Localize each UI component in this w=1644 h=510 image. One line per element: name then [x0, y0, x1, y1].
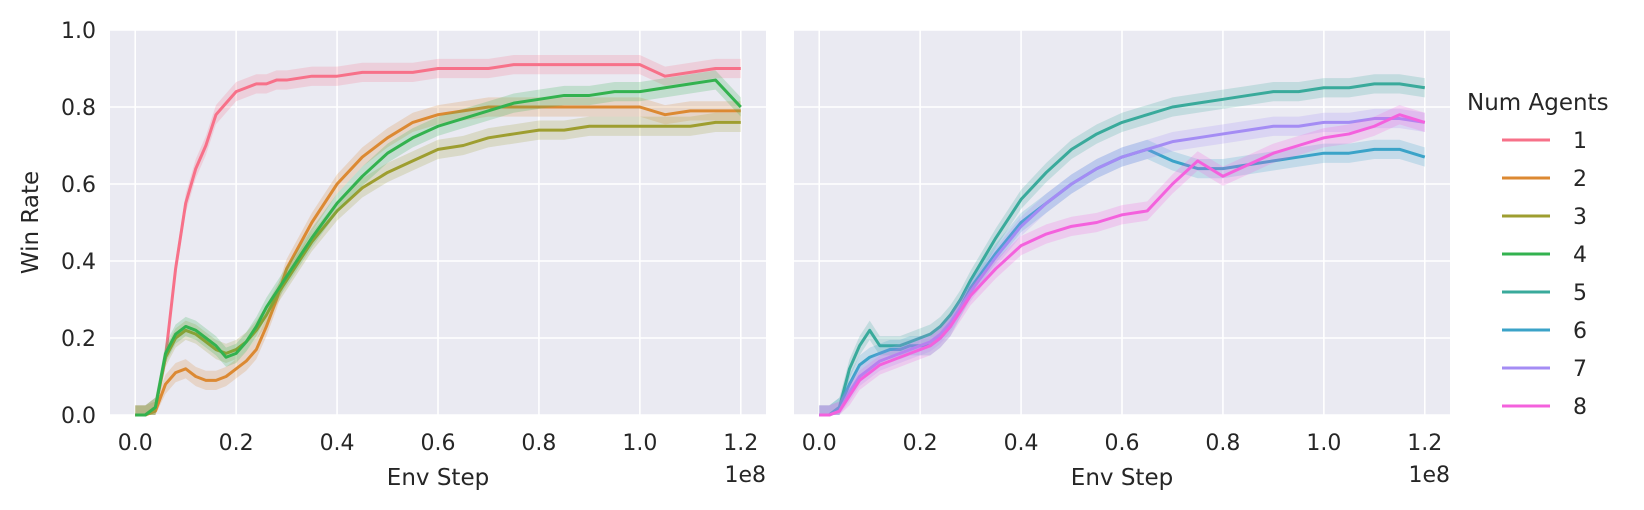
- left-x-tick-label: 1.2: [723, 431, 758, 456]
- left-series-3-line: [135, 120, 741, 417]
- right-series-6-line: [819, 147, 1426, 417]
- left-y-tick-label: 0.6: [61, 173, 96, 198]
- right-series-7-line: [819, 117, 1425, 417]
- legend-label-6: 6: [1573, 319, 1587, 344]
- left-x-axis-label: Env Step: [387, 465, 489, 491]
- left-panel: 0.0 0.2 0.4 0.6 0.8 1.0 Win Rate 0.0 0.2 0.4 0.6 0.…: [18, 19, 766, 491]
- legend: Num Agents 1 2 3 4 5 6 7 8: [1467, 90, 1609, 420]
- right-x-tick-label: 0.4: [1004, 431, 1039, 456]
- legend-label-3: 3: [1573, 205, 1587, 230]
- left-y-tick-label: 0.2: [61, 327, 96, 352]
- right-panel: 0.0 0.2 0.4 0.6 0.8 1.0 1.2 Env Step 1e8: [794, 29, 1450, 491]
- left-x-multiplier: 1e8: [724, 463, 766, 488]
- left-x-tick-label: 1.0: [622, 431, 657, 456]
- left-y-axis-label: Win Rate: [18, 171, 44, 274]
- right-series-8-line: [819, 113, 1426, 417]
- legend-label-4: 4: [1573, 243, 1587, 268]
- right-x-tick-label: 1.0: [1306, 431, 1341, 456]
- legend-label-7: 7: [1573, 357, 1587, 382]
- left-x-tick-label: 0.4: [320, 431, 355, 456]
- left-y-tick-label: 0.4: [61, 250, 96, 275]
- left-x-tick-label: 0.6: [421, 431, 456, 456]
- left-series-4-line: [135, 78, 742, 417]
- left-y-tick-label: 0.0: [61, 404, 96, 429]
- right-x-tick-label: 1.2: [1407, 431, 1442, 456]
- left-series-1-line: [135, 63, 741, 417]
- left-x-tick-label: 0.2: [219, 431, 254, 456]
- right-x-tick-label: 0.6: [1105, 431, 1140, 456]
- right-series-8-band: [819, 105, 1425, 415]
- right-x-tick-label: 0.0: [802, 431, 837, 456]
- left-x-tick-label: 0.0: [118, 431, 153, 456]
- legend-label-8: 8: [1573, 395, 1587, 420]
- legend-title: Num Agents: [1467, 90, 1609, 116]
- legend-label-1: 1: [1573, 129, 1587, 154]
- right-x-axis-label: Env Step: [1071, 465, 1173, 491]
- right-x-multiplier: 1e8: [1408, 463, 1450, 488]
- left-series-2-line: [135, 105, 741, 417]
- left-y-tick-label: 1.0: [61, 19, 96, 44]
- right-series-5-line: [819, 82, 1425, 417]
- legend-label-5: 5: [1573, 281, 1587, 306]
- right-x-tick-label: 0.2: [903, 431, 938, 456]
- left-series-2-band: [135, 97, 741, 415]
- right-x-tick-label: 0.8: [1205, 431, 1240, 456]
- left-y-tick-label: 0.8: [61, 96, 96, 121]
- legend-label-2: 2: [1573, 167, 1587, 192]
- left-x-tick-label: 0.8: [521, 431, 556, 456]
